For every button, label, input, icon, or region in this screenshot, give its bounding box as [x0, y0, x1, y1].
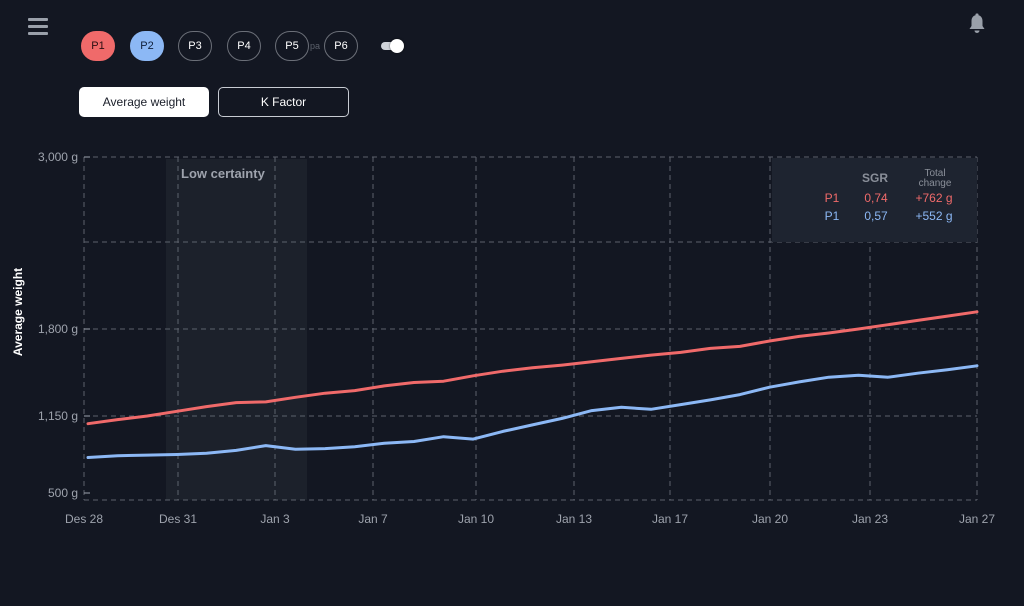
pen-p6-button[interactable]: P6	[324, 31, 358, 61]
faded-text: pa	[310, 41, 321, 51]
x-tick-label: Jan 3	[260, 512, 290, 526]
pen-p4-button[interactable]: P4	[227, 31, 261, 61]
tab-k-factor[interactable]: K Factor	[218, 87, 349, 117]
stats-row-1-pen: P1	[825, 191, 840, 205]
stats-row-1-total: +762 g	[915, 191, 952, 205]
axis-ticks: Des 28 Des 31 Jan 3 Jan 7 Jan 10 Jan 13 Jan 17…	[38, 150, 995, 526]
series-line	[86, 364, 979, 459]
y-axis-label: Average weight	[11, 268, 25, 356]
tab-average-weight[interactable]: Average weight	[79, 87, 209, 117]
pen-p1-button[interactable]: P1	[81, 31, 115, 61]
x-tick-label: Jan 23	[852, 512, 888, 526]
x-tick-label: Des 31	[159, 512, 197, 526]
stats-row-2-pen: P1	[825, 209, 840, 223]
y-tick-label: 1,150 g	[38, 409, 78, 423]
x-tick-label: Jan 17	[652, 512, 688, 526]
series-lines	[86, 310, 979, 459]
pen-p5-button[interactable]: P5	[275, 31, 309, 61]
x-tick-label: Jan 13	[556, 512, 592, 526]
x-tick-label: Jan 7	[358, 512, 388, 526]
low-certainty-label: Low certainty	[181, 166, 266, 181]
pen-p3-button[interactable]: P3	[178, 31, 212, 61]
x-tick-label: Jan 27	[959, 512, 995, 526]
y-tick-label: 3,000 g	[38, 150, 78, 164]
menu-icon[interactable]	[28, 18, 48, 36]
stats-row-2-sgr: 0,57	[864, 209, 888, 223]
stats-panel	[772, 158, 977, 242]
x-tick-label: Jan 10	[458, 512, 494, 526]
bell-icon[interactable]	[965, 12, 989, 36]
display-toggle[interactable]	[381, 39, 404, 53]
x-tick-label: Des 28	[65, 512, 103, 526]
total-header-line2: change	[919, 178, 952, 189]
toggle-knob	[390, 39, 404, 53]
y-tick-label: 500 g	[48, 486, 78, 500]
pen-p2-button[interactable]: P2	[130, 31, 164, 61]
stats-row-1-sgr: 0,74	[864, 191, 888, 205]
y-tick-label: 1,800 g	[38, 322, 78, 336]
x-tick-label: Jan 20	[752, 512, 788, 526]
series-line	[86, 310, 979, 426]
stats-row-2-total: +552 g	[915, 209, 952, 223]
total-header-line1: Total	[924, 168, 945, 179]
sgr-header: SGR	[862, 171, 888, 185]
